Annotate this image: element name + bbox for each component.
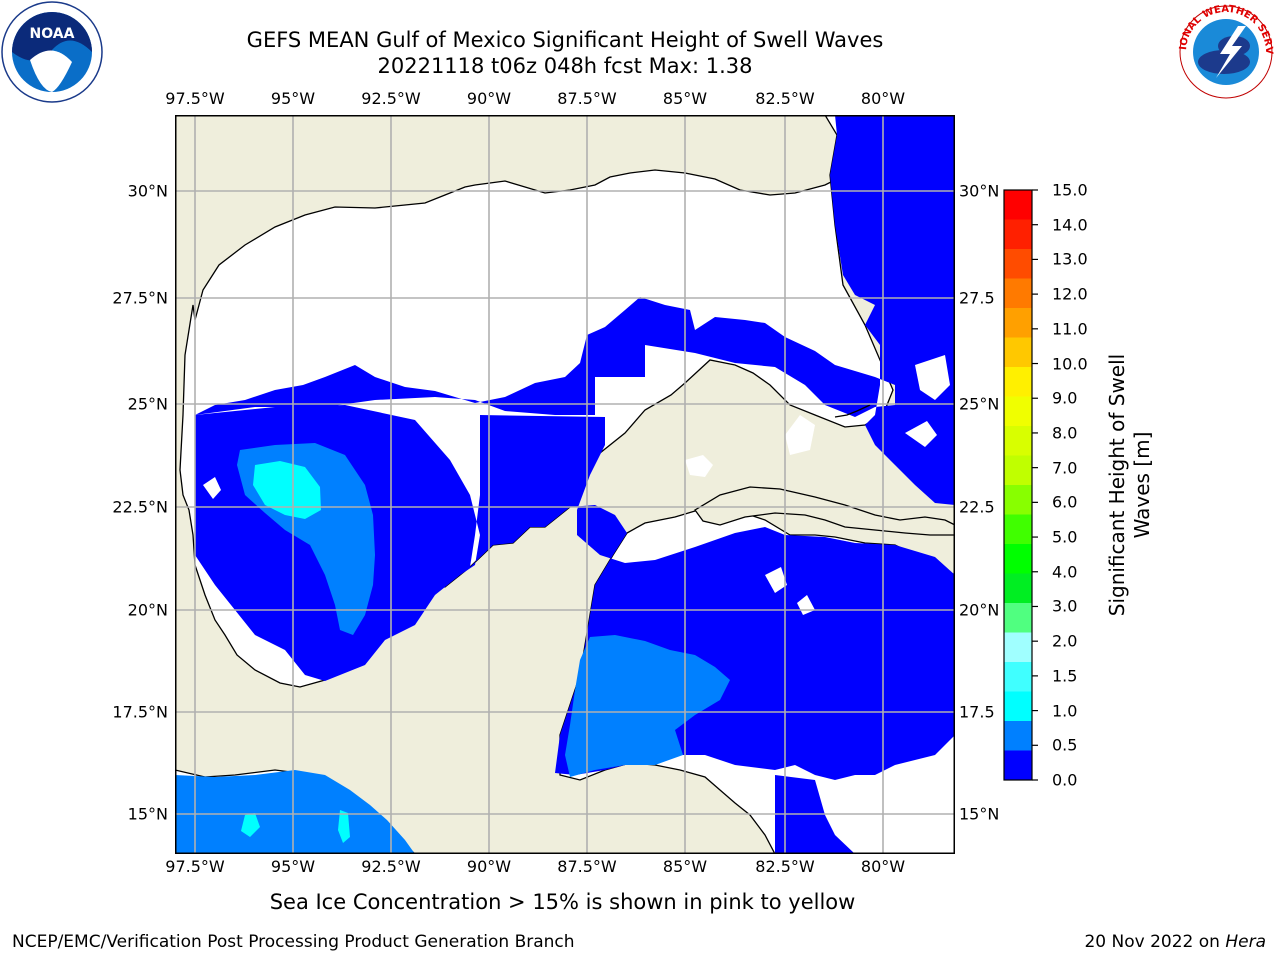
colorbar-tick-label-7: 8.0	[1052, 423, 1078, 443]
right-label-2: 25°N	[959, 394, 1000, 414]
top-label-3: 90°W	[466, 89, 512, 108]
swell-band-0-0p5	[195, 115, 955, 854]
sea-ice-note: Sea Ice Concentration > 15% is shown in …	[269, 890, 856, 914]
left-label-5: 17.5°N	[112, 702, 168, 722]
left-label-4: 20°N	[127, 600, 168, 620]
chart-title: GEFS MEAN Gulf of Mexico Significant Hei…	[246, 28, 884, 52]
right-label-6: 15°N	[959, 804, 1000, 824]
footer-date-text: 20 Nov 2022 on	[1084, 932, 1226, 952]
right-label-4: 20°N	[959, 600, 1000, 620]
colorbar-swatch-7	[1004, 396, 1032, 427]
swell-contours	[175, 115, 955, 854]
left-label-3: 22.5°N	[112, 497, 168, 517]
left-label-6: 15°N	[127, 804, 168, 824]
colorbar-tick-label-5: 10.0	[1052, 354, 1088, 374]
right-label-5: 17.5	[959, 702, 995, 722]
right-label-1: 27.5	[959, 288, 995, 308]
bottom-label-0: 97.5°W	[165, 857, 225, 876]
colorbar-tick-label-13: 2.0	[1052, 631, 1078, 651]
colorbar-tick-label-8: 7.0	[1052, 458, 1078, 478]
colorbar-swatch-6	[1004, 367, 1032, 397]
colorbar-tick-label-12: 3.0	[1052, 596, 1078, 616]
top-label-7: 80°W	[860, 89, 906, 108]
colorbar-tick-label-11: 4.0	[1052, 562, 1078, 582]
colorbar-swatch-1	[1004, 219, 1032, 250]
chart-subtitle-run: 20221118 t06z 048h fcst Max: 1.38	[377, 54, 753, 78]
colorbar-swatch-5	[1004, 337, 1032, 368]
colorbar-tick-label-2: 13.0	[1052, 249, 1088, 269]
bottom-label-5: 85°W	[662, 857, 708, 876]
colorbar-tick-label-16: 0.5	[1052, 735, 1078, 755]
colorbar-swatch-8	[1004, 426, 1032, 456]
nws-logo: NATIONAL WEATHER SERVICE	[1176, 4, 1274, 99]
footer-date: 20 Nov 2022 on Hera	[1084, 932, 1266, 952]
colorbar-swatch-10	[1004, 485, 1032, 515]
colorbar-tick-label-10: 5.0	[1052, 527, 1078, 547]
colorbar-frame	[1003, 189, 1033, 781]
colorbar-swatch-0	[1004, 190, 1032, 220]
noaa-logo: NOAA	[1, 1, 103, 103]
colorbar-tick-label-17: 0.0	[1052, 770, 1078, 790]
bottom-label-6: 82.5°W	[755, 857, 815, 876]
left-label-2: 25°N	[127, 394, 168, 414]
footer-credit: NCEP/EMC/Verification Post Processing Pr…	[12, 932, 575, 952]
colorbar-swatch-11	[1004, 514, 1032, 545]
colorbar-tick-label-0: 15.0	[1052, 180, 1088, 200]
top-label-6: 82.5°W	[755, 89, 815, 108]
top-label-1: 95°W	[270, 89, 316, 108]
bottom-label-7: 80°W	[860, 857, 906, 876]
colorbar-swatch-3	[1004, 278, 1032, 309]
colorbar-swatch-16	[1004, 662, 1032, 692]
colorbar-swatch-15	[1004, 632, 1032, 663]
map-frame	[175, 115, 955, 854]
bottom-label-4: 87.5°W	[557, 857, 617, 876]
left-label-0: 30°N	[127, 181, 168, 201]
top-label-2: 92.5°W	[361, 89, 421, 108]
right-label-3: 22.5	[959, 497, 995, 517]
colorbar-swatch-14	[1004, 603, 1032, 633]
colorbar-swatch-4	[1004, 308, 1032, 338]
top-label-0: 97.5°W	[165, 89, 225, 108]
colorbar-tick-label-4: 11.0	[1052, 319, 1088, 339]
bottom-label-3: 90°W	[466, 857, 512, 876]
bottom-label-1: 95°W	[270, 857, 316, 876]
colorbar-swatch-17	[1004, 691, 1032, 722]
colorbar-tick-label-14: 1.5	[1052, 666, 1078, 686]
colorbar-swatch-12	[1004, 544, 1032, 574]
colorbar-tick-label-9: 6.0	[1052, 492, 1078, 512]
coastline	[694, 404, 955, 536]
noaa-logo-text: NOAA	[30, 26, 75, 42]
colorbar-swatch-13	[1004, 573, 1032, 604]
colorbar-tick-label-6: 9.0	[1052, 388, 1078, 408]
left-label-1: 27.5°N	[112, 288, 168, 308]
colorbar-swatch-19	[1004, 750, 1032, 781]
colorbar	[1003, 189, 1038, 781]
swell-band-0p5-1p0	[175, 443, 730, 854]
florida-keys	[834, 404, 871, 418]
colorbar-tick-label-15: 1.0	[1052, 701, 1078, 721]
bottom-label-2: 92.5°W	[361, 857, 421, 876]
colorbar-swatch-18	[1004, 721, 1032, 751]
top-label-5: 85°W	[662, 89, 708, 108]
right-label-0: 30°N	[959, 181, 1000, 201]
map-panel	[175, 115, 955, 854]
colorbar-swatch-9	[1004, 455, 1032, 486]
graticule	[175, 115, 955, 854]
cuba	[694, 486, 955, 536]
colorbar-tick-label-3: 12.0	[1052, 284, 1088, 304]
colorbar-title: Significant Height of Swell Waves [m]	[1105, 353, 1154, 617]
colorbar-swatch-2	[1004, 249, 1032, 279]
colorbar-tick-label-1: 14.0	[1052, 215, 1088, 235]
top-label-4: 87.5°W	[557, 89, 617, 108]
footer-host: Hera	[1225, 932, 1266, 952]
